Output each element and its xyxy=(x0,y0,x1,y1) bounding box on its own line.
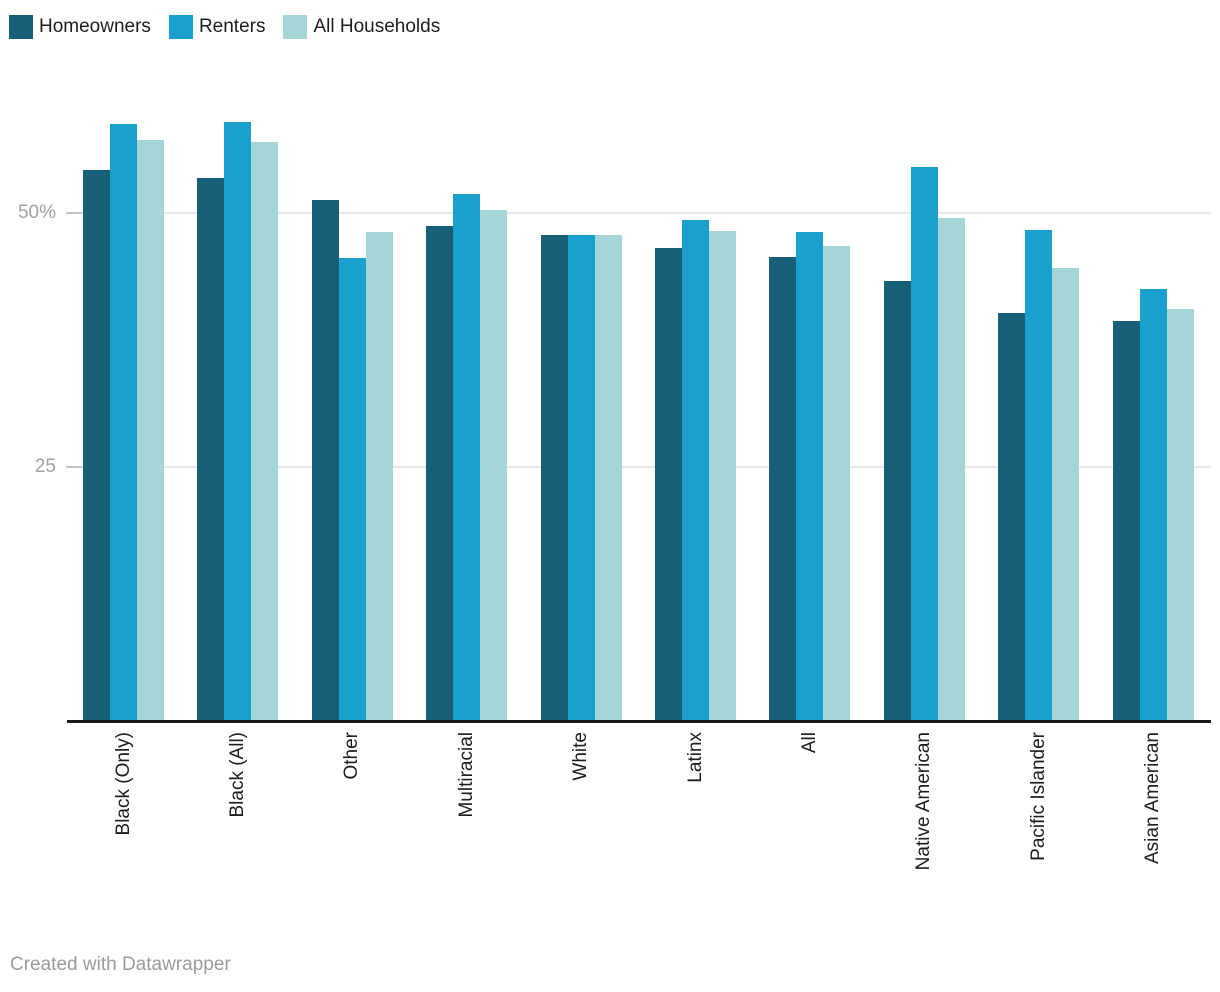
bar-all-households xyxy=(1052,267,1080,721)
bar-renters xyxy=(110,123,137,721)
bar-homeowners xyxy=(883,281,911,721)
bar-all-households xyxy=(137,139,164,721)
legend-item-all-households: All Households xyxy=(283,15,440,39)
legend-swatch-homeowners xyxy=(9,15,33,39)
category-label: Latinx xyxy=(684,732,706,783)
category-label: Black (All) xyxy=(226,732,248,818)
legend-item-renters: Renters xyxy=(168,15,266,39)
bar-renters xyxy=(453,193,481,721)
gridline xyxy=(67,212,1211,214)
bar-homeowners xyxy=(197,178,225,721)
legend: Homeowners Renters All Households xyxy=(9,15,458,39)
bar-all-households xyxy=(251,141,279,721)
category-label: All xyxy=(798,732,820,754)
bar-renters xyxy=(682,220,709,721)
bar-homeowners xyxy=(655,247,682,721)
y-tick-label: 50% xyxy=(17,202,56,223)
y-tick-mark xyxy=(66,212,82,214)
category-label: Native American xyxy=(913,732,935,871)
bar-renters xyxy=(1025,230,1053,721)
bar-homeowners xyxy=(83,170,110,721)
category-label: Black (Only) xyxy=(112,732,134,836)
category-label: Pacific Islander xyxy=(1027,732,1049,861)
bar-all-households xyxy=(594,235,622,721)
legend-swatch-all-households xyxy=(283,15,308,39)
legend-label: All Households xyxy=(313,16,441,37)
bar-renters xyxy=(910,167,938,721)
bar-all-households xyxy=(709,231,736,721)
gridline xyxy=(67,466,1211,468)
bar-homeowners xyxy=(311,199,339,721)
bar-homeowners xyxy=(426,226,454,721)
category-label: Other xyxy=(341,732,363,780)
y-tick-label: 25 xyxy=(34,456,56,477)
datawrapper-credit: Created with Datawrapper xyxy=(10,954,231,975)
bar-homeowners xyxy=(540,235,568,721)
category-label: Multiracial xyxy=(455,732,477,818)
bar-all-households xyxy=(1166,308,1194,721)
bar-renters xyxy=(796,232,824,721)
legend-item-homeowners: Homeowners xyxy=(9,15,151,39)
legend-swatch-renters xyxy=(168,15,193,39)
bar-all-households xyxy=(937,218,965,721)
legend-label: Homeowners xyxy=(39,16,151,37)
bar-renters xyxy=(338,257,366,721)
bar-all-households xyxy=(823,245,851,721)
bar-all-households xyxy=(365,232,393,721)
bar-renters xyxy=(1139,289,1167,721)
bar-all-households xyxy=(480,209,508,721)
legend-label: Renters xyxy=(198,16,266,37)
x-axis-line xyxy=(67,720,1211,723)
bar-renters xyxy=(224,121,252,721)
category-label: Asian American xyxy=(1142,732,1164,865)
bar-renters xyxy=(567,235,595,721)
y-tick-mark xyxy=(66,466,82,468)
bar-homeowners xyxy=(998,312,1026,721)
bar-homeowners xyxy=(1112,320,1140,721)
category-label: White xyxy=(570,732,592,781)
bar-homeowners xyxy=(769,256,797,721)
